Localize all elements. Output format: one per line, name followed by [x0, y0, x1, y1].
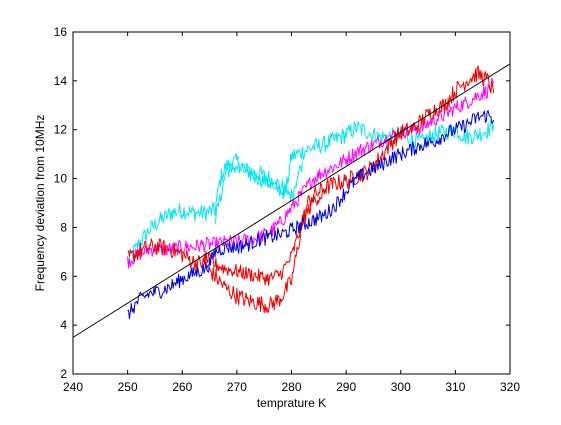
plot-background	[73, 32, 510, 374]
x-tick-label: 250	[118, 380, 138, 394]
x-tick-label: 320	[500, 380, 520, 394]
x-tick-label: 290	[336, 380, 356, 394]
x-tick-label: 310	[445, 380, 465, 394]
series-line-0	[127, 119, 495, 264]
x-axis-label: temprature K	[257, 396, 326, 410]
series-line-5	[127, 110, 495, 320]
x-tick-label: 300	[391, 380, 411, 394]
tick-layer: 240 250 260 270 280 290 300 310 320 2 4 6 8 10 12 14 16	[54, 25, 521, 394]
y-tick-label: 4	[60, 318, 67, 332]
x-tick-label: 240	[63, 380, 83, 394]
fit-line	[72, 63, 511, 338]
x-tick-label: 280	[281, 380, 301, 394]
y-tick-label: 2	[60, 367, 67, 381]
y-axis-label: Frequency deviation from 10MHz	[33, 115, 47, 292]
x-tick-label: 270	[227, 380, 247, 394]
y-tick-label: 8	[60, 220, 67, 234]
series-layer	[72, 63, 511, 338]
series-line-1	[214, 161, 303, 225]
y-tick-label: 16	[54, 25, 68, 39]
x-tick-label: 260	[172, 380, 192, 394]
y-tick-label: 10	[54, 172, 68, 186]
series-line-4	[203, 188, 325, 286]
y-tick-label: 14	[54, 74, 68, 88]
y-tick-label: 12	[54, 123, 68, 137]
y-tick-label: 6	[60, 269, 67, 283]
